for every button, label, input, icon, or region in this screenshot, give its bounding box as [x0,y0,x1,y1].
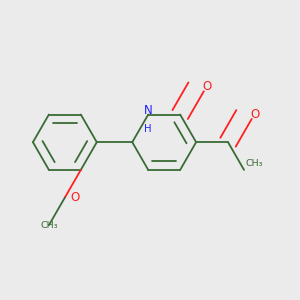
Text: N: N [144,104,153,118]
Text: O: O [202,80,212,93]
Text: H: H [145,124,152,134]
Text: CH₃: CH₃ [40,221,58,230]
Text: O: O [250,108,259,121]
Text: O: O [70,191,80,204]
Text: CH₃: CH₃ [246,159,263,168]
